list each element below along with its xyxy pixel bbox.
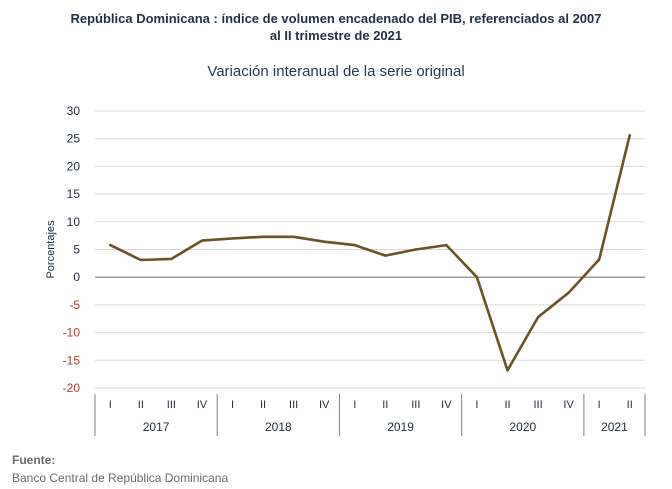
x-tick-label: II [138, 399, 144, 411]
y-tick-label: 15 [67, 187, 81, 201]
x-tick-label: IV [441, 399, 452, 411]
y-tick-label: 0 [73, 270, 80, 284]
x-tick-label: II [260, 399, 266, 411]
data-point [170, 257, 173, 261]
y-tick-label: 25 [67, 132, 81, 146]
y-tick-label: -10 [63, 326, 81, 340]
data-point [536, 315, 540, 319]
x-tick-label: I [475, 399, 478, 411]
y-tick-label: -15 [63, 353, 81, 367]
x-tick-label: I [231, 399, 234, 411]
year-label: 2021 [601, 420, 628, 434]
data-point [322, 240, 326, 243]
data-point [506, 369, 509, 372]
source-label: Fuente: [12, 453, 56, 467]
y-tick-label: -20 [63, 381, 81, 395]
source-text: Banco Central de República Dominicana [12, 471, 229, 485]
data-point [353, 243, 356, 247]
data-point [384, 254, 387, 257]
x-tick-label: II [504, 399, 510, 411]
year-label: 2019 [387, 420, 414, 434]
data-point [231, 237, 234, 240]
x-tick-label: I [353, 399, 356, 411]
title-line-1: República Dominicana : índice de volumen… [70, 11, 602, 26]
x-tick-label: III [411, 399, 420, 411]
x-tick-label: I [109, 399, 112, 411]
data-point [597, 258, 601, 261]
x-tick-label: III [289, 399, 298, 411]
y-tick-label: 30 [67, 104, 81, 118]
data-point [139, 258, 143, 262]
data-point [414, 248, 418, 251]
x-tick-label: IV [197, 399, 208, 411]
data-point [200, 239, 204, 242]
x-tick-label: IV [563, 399, 574, 411]
y-tick-label: 10 [67, 215, 81, 229]
x-tick-label: II [382, 399, 388, 411]
data-point [567, 291, 570, 294]
year-label: 2020 [509, 420, 536, 434]
y-tick-label: -5 [69, 298, 80, 312]
y-tick-label: 20 [67, 159, 81, 173]
x-tick-label: IV [319, 399, 330, 411]
year-label: 2017 [143, 420, 170, 434]
y-axis-label: Porcentajes [45, 220, 57, 279]
data-point [261, 235, 265, 238]
year-label: 2018 [265, 420, 292, 434]
x-tick-label: I [598, 399, 601, 411]
x-tick-label: III [167, 399, 176, 411]
x-tick-label: III [533, 399, 542, 411]
chart-subtitle: Variación interanual de la serie origina… [207, 63, 465, 80]
series-line [109, 134, 632, 372]
title-line-2: al II trimestre de 2021 [269, 28, 403, 43]
data-point [292, 235, 295, 238]
chart-title: República Dominicana : índice de volumen… [0, 10, 672, 44]
data-point [475, 276, 479, 279]
y-tick-label: 5 [73, 243, 80, 257]
data-point [109, 243, 112, 247]
x-tick-label: II [627, 399, 633, 411]
data-point [628, 134, 631, 137]
data-point [445, 243, 448, 247]
